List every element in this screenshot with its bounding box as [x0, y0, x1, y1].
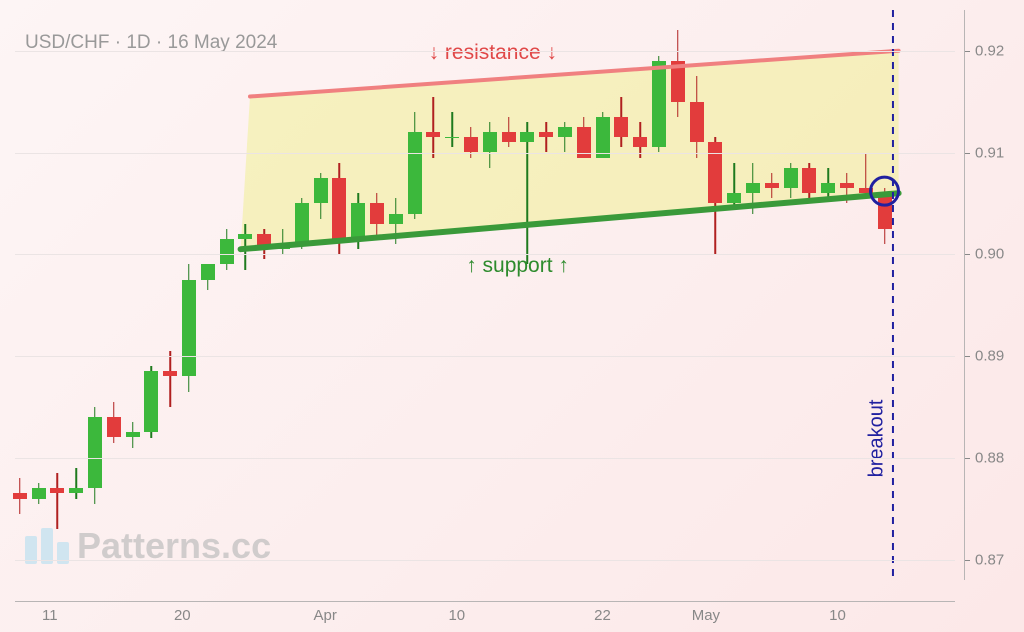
candle — [351, 10, 365, 580]
y-axis-label: 0.88 — [975, 449, 1004, 466]
candle — [220, 10, 234, 580]
candle — [408, 10, 422, 580]
candle — [88, 10, 102, 580]
breakout-label: breakout — [865, 400, 888, 478]
candle — [765, 10, 779, 580]
candle — [182, 10, 196, 580]
candle — [464, 10, 478, 580]
candle — [257, 10, 271, 580]
x-axis-label: Apr — [314, 607, 337, 624]
resistance-line — [250, 51, 899, 97]
x-axis-label: 20 — [174, 607, 191, 624]
candle — [708, 10, 722, 580]
y-axis-label: 0.91 — [975, 144, 1004, 161]
candle — [539, 10, 553, 580]
candle — [163, 10, 177, 580]
candle — [690, 10, 704, 580]
candle — [426, 10, 440, 580]
watermark-icon — [25, 528, 69, 564]
candle — [107, 10, 121, 580]
plot-area — [15, 10, 955, 580]
candle — [238, 10, 252, 580]
candle — [144, 10, 158, 580]
x-axis-label: May — [692, 607, 720, 624]
candle — [502, 10, 516, 580]
candle — [126, 10, 140, 580]
support-label: ↑ support ↑ — [466, 254, 569, 278]
candle — [633, 10, 647, 580]
candle — [596, 10, 610, 580]
candle — [802, 10, 816, 580]
candle — [671, 10, 685, 580]
candle — [821, 10, 835, 580]
candle — [32, 10, 46, 580]
y-axis-label: 0.90 — [975, 246, 1004, 263]
candle — [746, 10, 760, 580]
y-axis: 0.87 0.88 0.89 0.90 0.91 0.92 — [964, 10, 1024, 580]
candle — [840, 10, 854, 580]
candle — [859, 10, 873, 580]
resistance-label: ↓ resistance ↓ — [429, 41, 557, 65]
candle — [370, 10, 384, 580]
y-axis-label: 0.89 — [975, 348, 1004, 365]
x-axis — [15, 601, 955, 602]
candle — [652, 10, 666, 580]
candle — [50, 10, 64, 580]
candle — [483, 10, 497, 580]
x-axis-label: 10 — [829, 607, 846, 624]
candle — [332, 10, 346, 580]
x-axis-label: 11 — [42, 607, 58, 624]
candle — [878, 10, 892, 580]
candle — [276, 10, 290, 580]
y-axis-label: 0.92 — [975, 42, 1004, 59]
x-axis-label: 10 — [448, 607, 465, 624]
chart-container: 0.870.880.890.900.910.92 USD/CHF · 1D · … — [0, 0, 1024, 632]
candle — [727, 10, 741, 580]
candle — [614, 10, 628, 580]
candle — [69, 10, 83, 580]
candle — [295, 10, 309, 580]
candle — [201, 10, 215, 580]
candle — [13, 10, 27, 580]
candle — [784, 10, 798, 580]
candle — [577, 10, 591, 580]
watermark-text: Patterns.cc — [77, 525, 271, 567]
y-axis-label: 0.87 — [975, 551, 1004, 568]
candle — [445, 10, 459, 580]
candle — [558, 10, 572, 580]
candle — [389, 10, 403, 580]
x-axis-label: 22 — [594, 607, 611, 624]
candle — [520, 10, 534, 580]
watermark: Patterns.cc — [25, 525, 271, 567]
candle — [314, 10, 328, 580]
